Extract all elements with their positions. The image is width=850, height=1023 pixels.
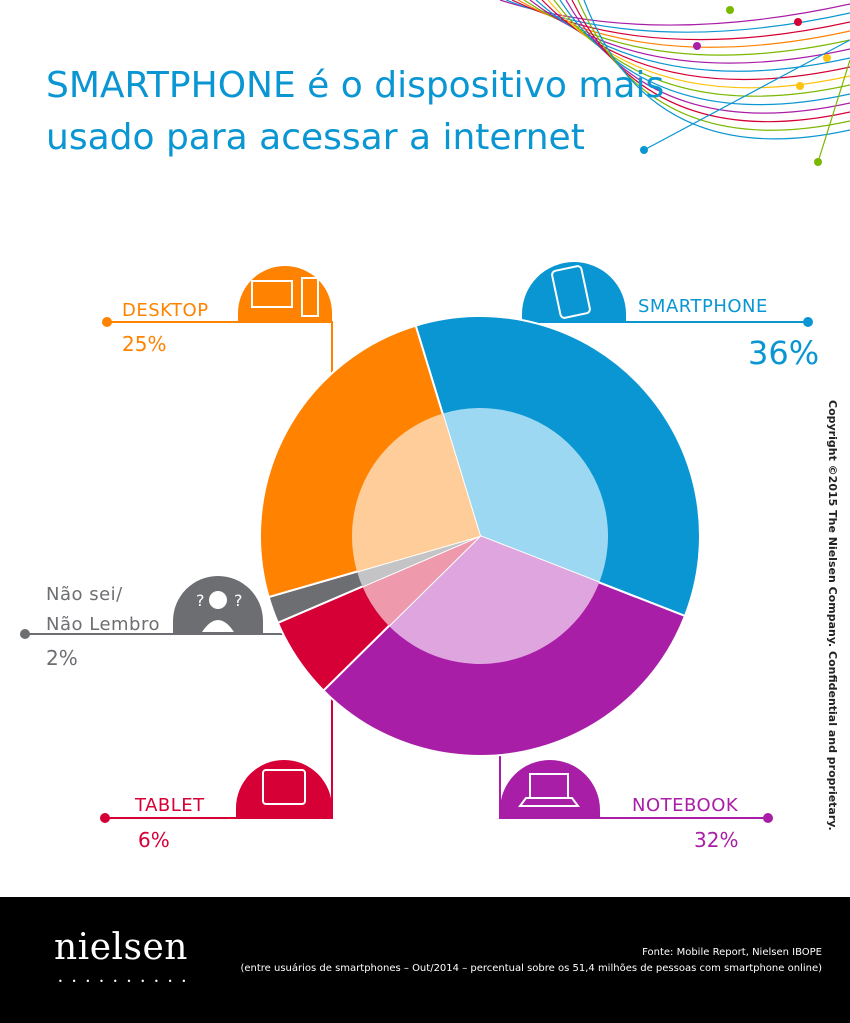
deco-dot — [726, 6, 734, 14]
deco-line — [565, 0, 850, 114]
deco-line — [559, 0, 850, 106]
deco-line — [553, 0, 850, 97]
tablet-value: 6% — [138, 828, 170, 852]
deco-dot — [823, 54, 831, 62]
naosei-value: 2% — [46, 646, 78, 670]
notebook-label: NOTEBOOK — [632, 795, 739, 816]
icon-dome-smartphone — [522, 262, 626, 322]
desktop-computer-icon — [251, 280, 293, 308]
slice-inner-desktop — [351, 413, 480, 572]
icon-dome-tablet — [236, 760, 332, 818]
deco-line — [643, 39, 850, 151]
person-body-icon — [202, 620, 234, 632]
page-title: SMARTPHONE é o dispositivo mais usado pa… — [46, 65, 665, 158]
slice-inner-notebook — [388, 536, 600, 664]
callout-dot-notebook — [763, 813, 773, 823]
source-line-2: (entre usuários de smartphones – Out/201… — [240, 963, 822, 974]
desktop-tower-icon — [301, 277, 319, 317]
smartphone-value: 36% — [748, 334, 820, 372]
naosei-label-line2: Não Lembro — [46, 614, 160, 635]
source-line-1: Fonte: Mobile Report, Nielsen IBOPE — [642, 947, 822, 958]
smartphone-label: SMARTPHONE — [638, 296, 768, 317]
deco-line — [577, 0, 850, 131]
naosei-label-line1: Não sei/ — [46, 584, 123, 605]
icon-dome-notebook — [500, 760, 600, 818]
deco-dot — [794, 18, 802, 26]
callout-dot-smartphone — [803, 317, 813, 327]
laptop-base-icon — [518, 797, 580, 807]
deco-dot — [693, 42, 701, 50]
slice-inner-smartphone — [442, 408, 608, 583]
deco-line — [583, 0, 850, 140]
question-mark-icon: ? — [234, 591, 243, 610]
callout-dot-naosei — [20, 629, 30, 639]
deco-dot — [814, 158, 822, 166]
desktop-label: DESKTOP — [122, 300, 209, 321]
copyright-notice: Copyright ©2015 The Nielsen Company. Con… — [826, 400, 839, 831]
logo-dots: •••••••••• — [58, 977, 196, 986]
decorative-lines — [499, 0, 850, 166]
deco-line — [817, 59, 850, 163]
slice-inner-naosei — [357, 536, 480, 587]
deco-line — [541, 0, 850, 81]
deco-line — [571, 0, 850, 123]
smartphone-icon — [551, 265, 591, 319]
deco-dot — [796, 82, 804, 90]
tablet-label: TABLET — [135, 795, 205, 816]
footer-bar: nielsen •••••••••• Fonte: Mobile Report,… — [0, 897, 850, 1023]
deco-dot — [640, 146, 648, 154]
nielsen-logo: nielsen — [54, 927, 188, 968]
notebook-value: 32% — [694, 828, 739, 852]
slice-inner-tablet — [362, 536, 480, 626]
callout-dot-tablet — [100, 813, 110, 823]
device-usage-pie-chart: ?? — [20, 262, 813, 823]
question-mark-icon: ? — [196, 591, 205, 610]
question-person-icon — [209, 591, 227, 609]
tablet-icon — [262, 769, 306, 805]
desktop-value: 25% — [122, 332, 167, 356]
callout-dot-desktop — [102, 317, 112, 327]
